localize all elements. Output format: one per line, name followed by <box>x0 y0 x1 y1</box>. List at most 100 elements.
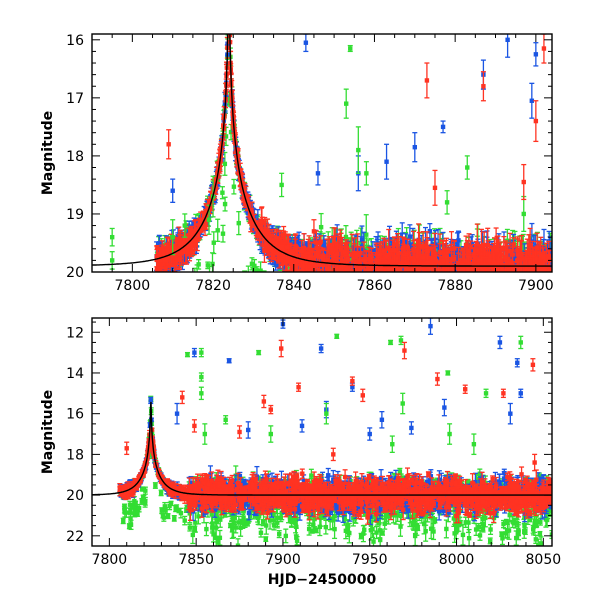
green-point <box>180 310 185 333</box>
green-point <box>341 383 346 397</box>
green-point <box>257 312 262 334</box>
blue-outlier-point <box>315 161 321 186</box>
green-point <box>264 317 269 340</box>
green-point <box>450 299 455 323</box>
green-point <box>494 367 499 389</box>
green-point <box>189 292 194 319</box>
green-point <box>315 329 320 356</box>
blue-point <box>431 277 436 293</box>
green-point <box>335 340 340 379</box>
green-point <box>181 338 186 363</box>
red-point <box>422 267 428 272</box>
blue-outlier-point <box>412 132 418 163</box>
green-point <box>283 528 289 544</box>
green-point <box>349 325 354 337</box>
green-point <box>323 519 329 535</box>
green-point <box>246 278 251 294</box>
green-point <box>429 303 434 320</box>
green-point <box>258 296 263 302</box>
green-point <box>180 308 185 332</box>
red-point <box>155 247 161 272</box>
red-point <box>384 263 390 272</box>
green-point <box>364 356 369 377</box>
green-point <box>337 268 343 272</box>
red-point <box>345 242 351 272</box>
red-point <box>500 270 506 272</box>
green-outlier-point <box>109 227 115 247</box>
green-point <box>477 304 482 327</box>
green-point <box>482 351 487 381</box>
green-point <box>379 329 384 350</box>
green-point <box>477 294 482 332</box>
green-point <box>171 514 177 522</box>
blue-point <box>312 274 317 293</box>
green-point <box>460 524 466 546</box>
green-point <box>469 351 474 387</box>
red-point <box>329 242 335 258</box>
green-point <box>207 265 213 272</box>
blue-point <box>413 277 418 304</box>
green-point <box>344 339 349 360</box>
red-point <box>420 276 425 293</box>
green-point <box>494 300 499 328</box>
blue-point <box>227 0 232 18</box>
green-point <box>525 357 530 370</box>
green-point <box>486 362 491 395</box>
red-point <box>186 227 192 243</box>
green-point <box>225 10 230 29</box>
green-point <box>479 319 484 345</box>
green-outlier-point <box>347 44 353 53</box>
green-point <box>392 301 397 341</box>
green-point <box>508 330 513 359</box>
red-point <box>336 271 342 272</box>
green-point <box>416 267 422 272</box>
green-point <box>415 273 420 293</box>
green-point <box>463 349 468 374</box>
green-point <box>160 513 166 519</box>
red-point <box>227 0 232 10</box>
blue-point <box>392 275 397 290</box>
green-point <box>340 330 345 351</box>
green-point <box>245 265 251 272</box>
green-point <box>393 329 398 355</box>
green-point <box>519 308 524 344</box>
red-point <box>495 252 501 272</box>
green-point <box>373 299 378 315</box>
green-point <box>177 313 182 335</box>
green-point <box>324 373 329 394</box>
red-point <box>309 255 315 269</box>
green-outlier-point <box>170 219 176 256</box>
green-point <box>495 349 500 365</box>
green-point <box>359 317 364 330</box>
axes-frame <box>91 33 553 273</box>
red-point <box>378 245 384 265</box>
red-point <box>314 237 320 259</box>
green-outlier-point <box>444 190 450 215</box>
green-outlier-point <box>343 88 349 119</box>
red-point <box>196 224 202 239</box>
green-point <box>179 331 184 359</box>
green-point <box>420 350 425 383</box>
green-point <box>473 300 478 315</box>
green-point <box>158 489 164 497</box>
red-point <box>447 261 453 272</box>
green-point <box>168 339 173 360</box>
red-point <box>363 250 369 272</box>
green-point <box>203 521 209 537</box>
green-point <box>533 534 539 544</box>
red-point <box>162 250 168 270</box>
blue-point <box>419 271 425 272</box>
blue-point <box>489 274 494 287</box>
green-point <box>222 151 228 176</box>
green-point <box>186 303 191 329</box>
red-point <box>510 264 516 272</box>
green-point <box>171 281 176 300</box>
green-point <box>430 270 436 272</box>
y-tick-label: 19 <box>66 207 84 223</box>
green-point <box>189 279 194 298</box>
red-point <box>226 0 231 3</box>
green-point <box>249 282 254 292</box>
green-point <box>183 297 188 318</box>
green-point <box>341 310 346 340</box>
